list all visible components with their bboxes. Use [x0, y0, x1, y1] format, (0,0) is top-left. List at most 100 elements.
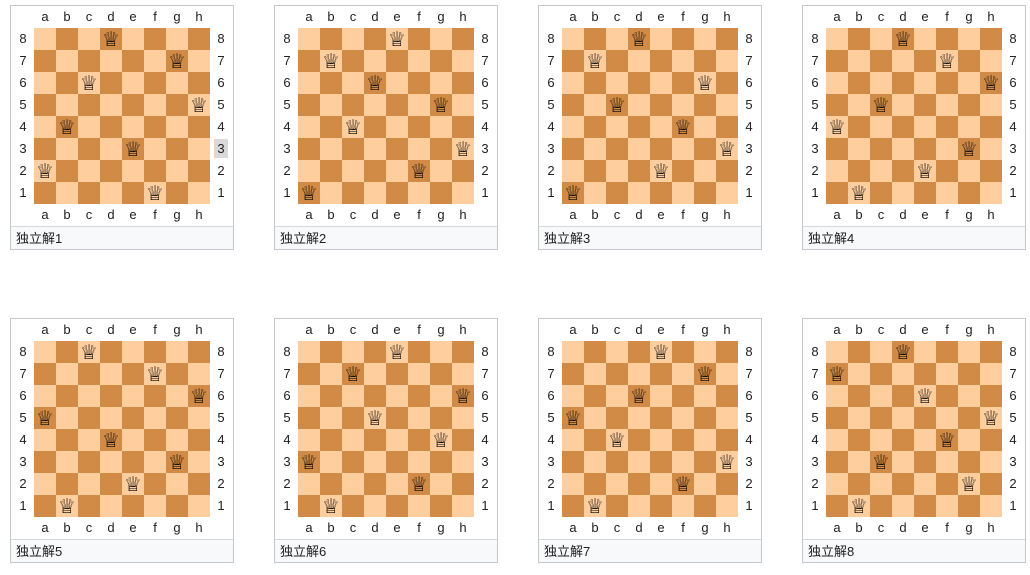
square-h1 [452, 182, 474, 204]
square-b7 [320, 363, 342, 385]
square-d6 [892, 385, 914, 407]
square-e8: ♕ [650, 341, 672, 363]
rank-label-text: 1 [547, 498, 555, 513]
square-a7 [562, 363, 584, 385]
square-g2 [166, 473, 188, 495]
file-label-b: b [63, 9, 71, 24]
square-a8 [826, 28, 848, 50]
square-b3 [56, 138, 78, 160]
rank-label-text: 5 [283, 97, 291, 112]
white-queen-icon: ♕ [300, 181, 318, 205]
square-d7 [628, 363, 650, 385]
square-h4 [452, 429, 474, 451]
rank-label-text: 2 [745, 163, 753, 178]
white-queen-icon: ♕ [36, 159, 54, 183]
file-label-a: a [41, 322, 49, 337]
white-queen-icon: ♕ [124, 472, 142, 496]
square-f6 [144, 72, 166, 94]
square-a4 [298, 116, 320, 138]
rank-label-4: 4 [276, 429, 298, 451]
rank-label-text: 5 [481, 97, 489, 112]
square-a2 [826, 160, 848, 182]
rank-label-7: 7 [804, 50, 826, 72]
square-h6 [716, 72, 738, 94]
rank-label-text: 5 [19, 97, 27, 112]
square-b8 [584, 28, 606, 50]
chessboard: ♕ ♕ ♕ ♕ ♕ ♕ ♕ ♕ [34, 28, 210, 204]
square-f8 [672, 341, 694, 363]
square-e1 [914, 182, 936, 204]
square-a8 [562, 28, 584, 50]
square-h1 [980, 182, 1002, 204]
board-middle: 8 7 6 5 4 3 2 1 ♕ ♕ ♕ ♕ ♕ ♕ ♕ ♕ 8 7 6 5 4 3 2 1 [275, 28, 497, 204]
square-g1 [694, 182, 716, 204]
square-d3 [892, 451, 914, 473]
square-e6 [386, 385, 408, 407]
square-b3 [848, 138, 870, 160]
square-a7 [34, 363, 56, 385]
file-label-e: e [657, 322, 665, 337]
square-e3 [650, 451, 672, 473]
rank-label-5: 5 [804, 407, 826, 429]
square-a1 [34, 495, 56, 517]
rank-label-1: 1 [540, 495, 562, 517]
chessboard: ♕ ♕ ♕ ♕ ♕ ♕ ♕ ♕ [562, 341, 738, 517]
rank-label-4: 4 [804, 116, 826, 138]
square-a1 [298, 495, 320, 517]
square-b2 [584, 160, 606, 182]
square-a6 [562, 385, 584, 407]
rank-label-text: 7 [811, 53, 819, 68]
rank-label-7: 7 [276, 363, 298, 385]
white-queen-icon: ♕ [916, 159, 934, 183]
square-b5 [584, 94, 606, 116]
file-label-d: d [371, 322, 379, 337]
rank-label-text: 4 [217, 432, 225, 447]
file-label-h: h [459, 207, 467, 222]
square-b7: ♕ [320, 50, 342, 72]
rank-labels-right: 8 7 6 5 4 3 2 1 [1002, 341, 1024, 517]
square-e5 [386, 407, 408, 429]
rank-label-text: 7 [19, 53, 27, 68]
square-h8 [980, 28, 1002, 50]
square-e5 [650, 94, 672, 116]
square-h4 [980, 429, 1002, 451]
square-c1 [606, 182, 628, 204]
square-h5 [716, 94, 738, 116]
square-h4 [716, 429, 738, 451]
white-queen-icon: ♕ [938, 49, 956, 73]
square-g7 [958, 363, 980, 385]
square-e8 [914, 341, 936, 363]
square-e6 [914, 72, 936, 94]
square-f1 [144, 495, 166, 517]
square-d8: ♕ [892, 341, 914, 363]
square-c2 [870, 160, 892, 182]
rank-label-text: 8 [283, 31, 291, 46]
square-h5 [188, 407, 210, 429]
square-g3 [166, 138, 188, 160]
rank-labels-right: 8 7 6 5 4 3 2 1 [210, 341, 232, 517]
rank-label-text: 7 [1009, 53, 1017, 68]
rank-label-text: 3 [217, 454, 225, 469]
file-label-c: c [877, 322, 885, 337]
rank-label-text: 4 [217, 119, 225, 134]
square-g4 [166, 429, 188, 451]
file-label-b: b [591, 520, 599, 535]
rank-label-text: 1 [217, 498, 225, 513]
rank-label-3: 3 [474, 138, 496, 160]
square-g2 [694, 473, 716, 495]
file-label-h: h [459, 520, 467, 535]
white-queen-icon: ♕ [850, 181, 868, 205]
square-f3 [936, 138, 958, 160]
rank-label-text: 6 [19, 388, 27, 403]
white-queen-icon: ♕ [36, 406, 54, 430]
file-label-c: c [349, 520, 357, 535]
square-d3 [892, 138, 914, 160]
square-d1 [892, 182, 914, 204]
board-caption: 独立解6 [275, 539, 497, 562]
rank-label-text: 3 [283, 454, 291, 469]
square-d7 [364, 50, 386, 72]
square-f2: ♕ [672, 473, 694, 495]
square-a3 [826, 138, 848, 160]
rank-label-3: 3 [804, 451, 826, 473]
square-f4: ♕ [672, 116, 694, 138]
